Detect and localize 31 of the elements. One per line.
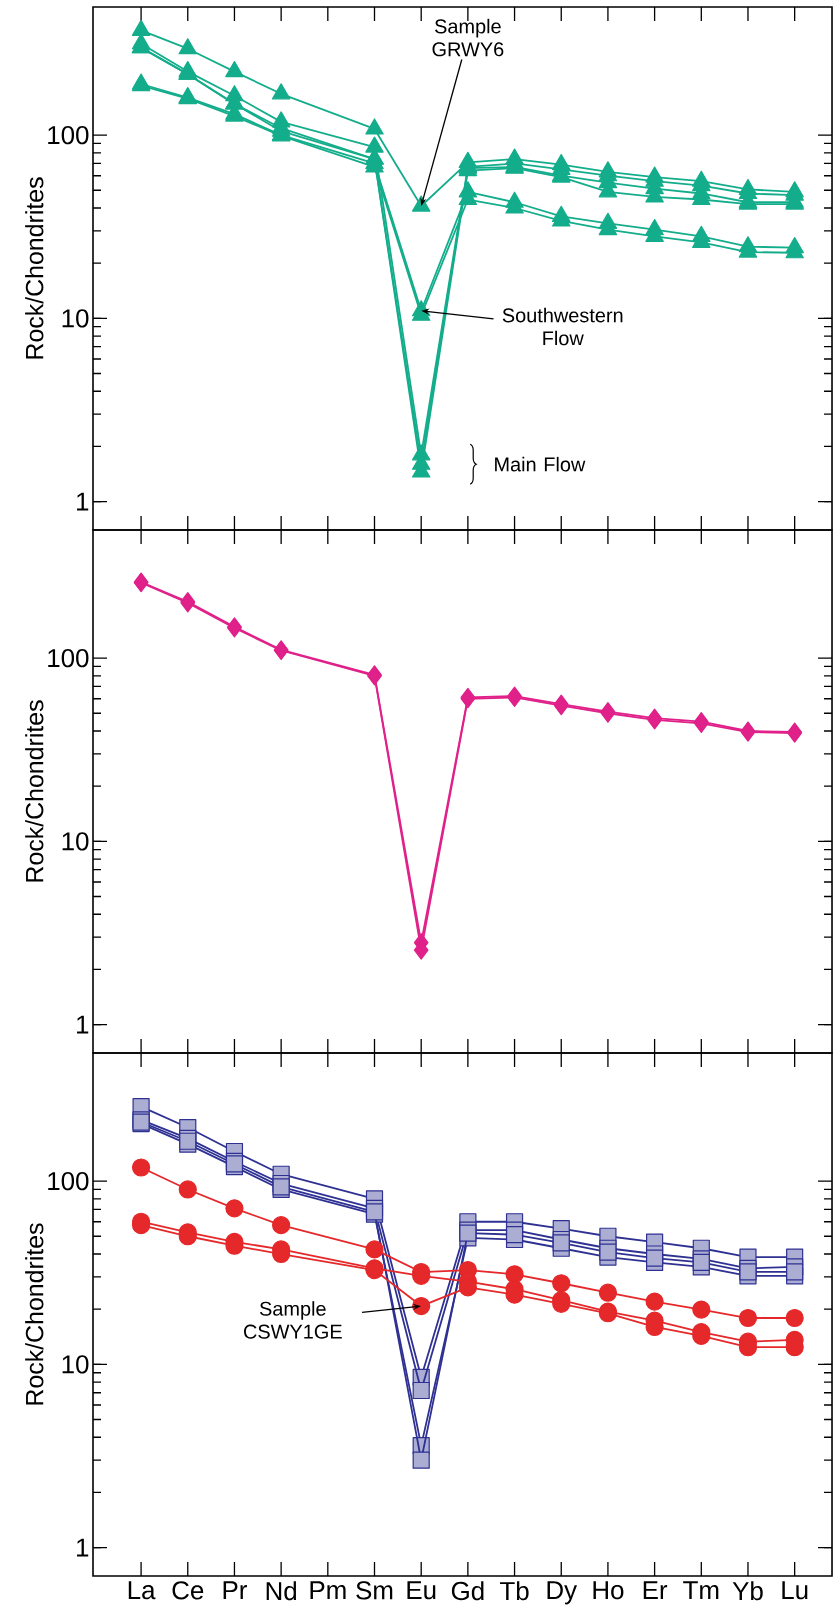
y-tick-label: 1 bbox=[77, 492, 89, 511]
x-tick-label: Lu bbox=[782, 1581, 808, 1600]
x-tick-label: Ho bbox=[593, 1581, 624, 1600]
y-axis-title: Rock/Chondrites bbox=[25, 177, 44, 359]
y-tick-label: 10 bbox=[62, 1355, 89, 1374]
x-tick-label: Ce bbox=[172, 1581, 204, 1600]
x-tick-label: Tb bbox=[500, 1581, 529, 1601]
y-tick-label: 100 bbox=[48, 125, 89, 145]
x-tick-label: La bbox=[128, 1581, 156, 1600]
y-tick-label: 10 bbox=[62, 832, 89, 851]
x-tick-label: Pm bbox=[310, 1581, 346, 1600]
y-tick-label: 1 bbox=[77, 1538, 89, 1557]
annotation: Main Flow bbox=[495, 456, 586, 472]
x-tick-label: Tm bbox=[683, 1581, 719, 1600]
x-tick-label: Dy bbox=[547, 1581, 578, 1605]
annotation: Southwestern Flow bbox=[502, 307, 623, 346]
y-tick-label: 1 bbox=[77, 1015, 89, 1034]
x-tick-label: Eu bbox=[407, 1581, 436, 1600]
x-tick-label: Nd bbox=[266, 1581, 297, 1601]
x-tick-label: Yb bbox=[732, 1581, 763, 1601]
y-axis-title: Rock/Chondrites bbox=[25, 700, 44, 882]
y-tick-label: 10 bbox=[62, 309, 89, 328]
annotation: Sample CSWY1GE bbox=[244, 1301, 342, 1339]
x-tick-label: Sm bbox=[356, 1581, 393, 1600]
annotation: Sample GRWY6 bbox=[432, 18, 504, 57]
x-tick-label: Er bbox=[643, 1581, 668, 1600]
y-axis-title: Rock/Chondrites bbox=[25, 1223, 44, 1405]
y-tick-label: 100 bbox=[48, 1171, 89, 1191]
x-tick-label: Pr bbox=[223, 1581, 247, 1600]
x-tick-label: Gd bbox=[451, 1581, 484, 1601]
y-tick-label: 100 bbox=[48, 648, 89, 668]
